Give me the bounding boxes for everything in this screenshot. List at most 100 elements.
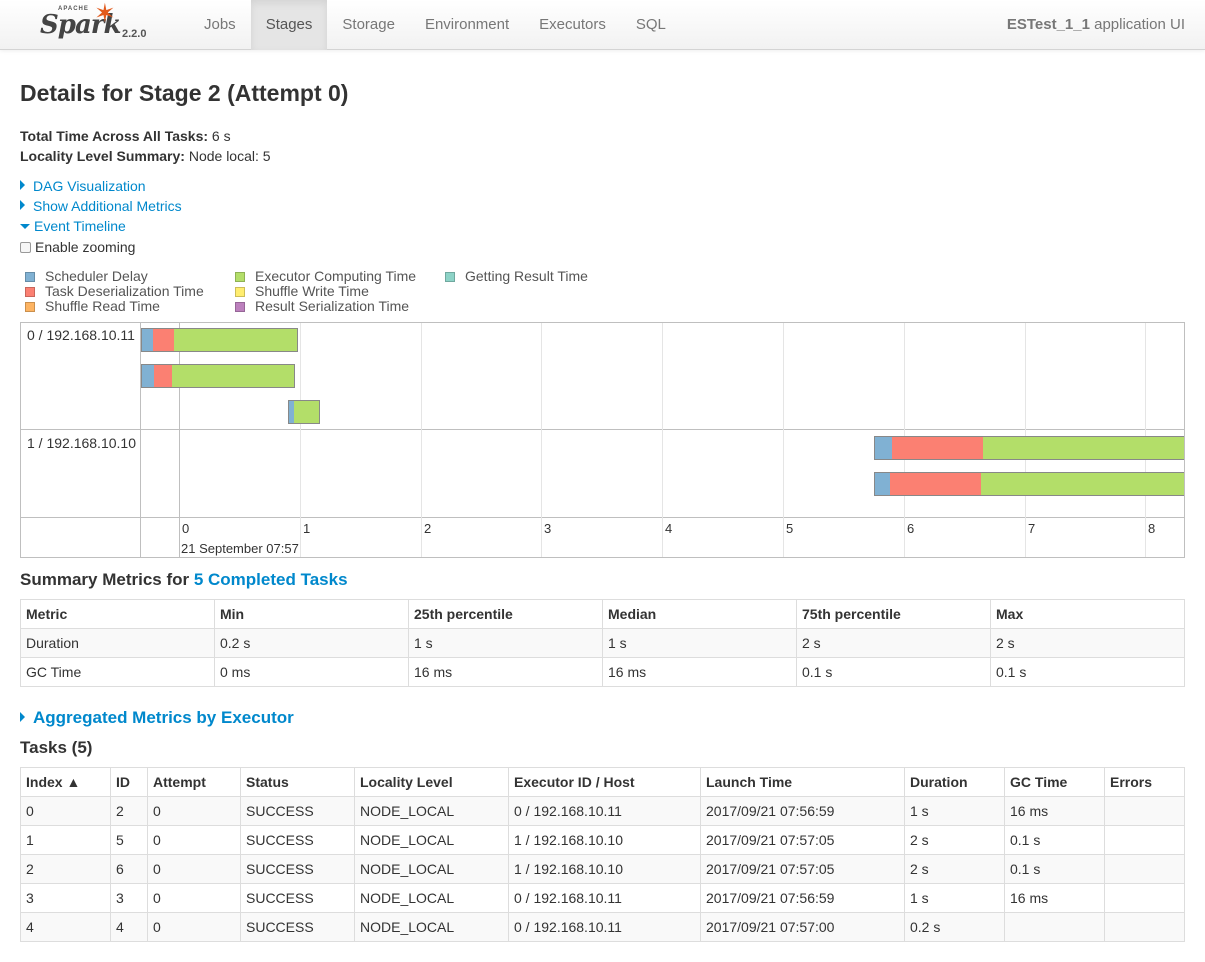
table-cell: 2 xyxy=(20,854,111,884)
summary-metrics-heading: Summary Metrics for 5 Completed Tasks xyxy=(20,570,348,590)
task-bar[interactable] xyxy=(141,328,298,352)
main-nav: Jobs Stages Storage Environment Executor… xyxy=(189,0,681,50)
triangle-down-icon xyxy=(20,224,30,229)
table-cell: NODE_LOCAL xyxy=(354,854,509,884)
timeline-gridline xyxy=(662,323,663,557)
event-timeline-toggle[interactable]: Event Timeline xyxy=(20,218,126,234)
tab-storage[interactable]: Storage xyxy=(342,16,395,33)
column-header-executor-host[interactable]: Executor ID / Host xyxy=(508,767,701,797)
table-cell: 0 ms xyxy=(214,657,409,687)
table-cell: 2 s xyxy=(904,825,1005,855)
table-row: 1 5 0 SUCCESS NODE_LOCAL 1 / 192.168.10.10 201… xyxy=(20,825,1185,855)
table-header-row: Metric Min 25th percentile Median 75th p… xyxy=(20,599,1185,629)
table-cell: 2 xyxy=(110,796,148,826)
table-cell xyxy=(1004,912,1105,942)
column-header-duration[interactable]: Duration xyxy=(904,767,1005,797)
executor-computing-segment xyxy=(174,329,297,351)
table-cell: 2017/09/21 07:56:59 xyxy=(700,796,905,826)
legend-swatch xyxy=(235,272,245,282)
column-header: 75th percentile xyxy=(796,599,991,629)
column-header-errors[interactable]: Errors xyxy=(1104,767,1185,797)
executor-computing-segment xyxy=(172,365,294,387)
task-bar[interactable] xyxy=(141,364,295,388)
table-cell: 1 s xyxy=(904,883,1005,913)
column-header-index[interactable]: Index ▲ xyxy=(20,767,111,797)
table-cell: Duration xyxy=(20,628,215,658)
timeline-axis-tick: 7 xyxy=(1028,521,1036,536)
timeline-group-executor-0: 0 / 192.168.10.11 xyxy=(27,327,135,343)
timeline-axis-tick: 3 xyxy=(544,521,552,536)
column-header-attempt[interactable]: Attempt xyxy=(147,767,241,797)
brand-apache: APACHE xyxy=(58,6,89,12)
locality-summary-line: Locality Level Summary: Node local: 5 xyxy=(20,148,271,164)
task-bar[interactable] xyxy=(288,400,320,424)
table-cell: 16 ms xyxy=(602,657,797,687)
table-cell: 0 / 192.168.10.11 xyxy=(508,796,701,826)
column-header-launch-time[interactable]: Launch Time xyxy=(700,767,905,797)
tab-jobs[interactable]: Jobs xyxy=(204,16,236,33)
tab-sql[interactable]: SQL xyxy=(635,16,666,33)
legend-swatch xyxy=(235,287,245,297)
column-header-gc-time[interactable]: GC Time xyxy=(1004,767,1105,797)
table-cell: 0.1 s xyxy=(1004,825,1105,855)
completed-tasks-link[interactable]: 5 Completed Tasks xyxy=(193,570,348,589)
summary-metrics-table: Metric Min 25th percentile Median 75th p… xyxy=(20,599,1185,687)
column-header-locality[interactable]: Locality Level xyxy=(354,767,509,797)
tasks-heading: Tasks (5) xyxy=(20,738,93,757)
app-title: ESTest_1_1 application UI xyxy=(1007,0,1185,50)
legend-swatch xyxy=(445,272,455,282)
dag-visualization-toggle[interactable]: DAG Visualization xyxy=(20,178,146,194)
task-bar[interactable] xyxy=(874,436,1184,460)
table-cell: NODE_LOCAL xyxy=(354,883,509,913)
triangle-right-icon xyxy=(20,712,25,722)
column-header: 25th percentile xyxy=(408,599,603,629)
table-cell: 3 xyxy=(110,883,148,913)
table-header-row: Index ▲ ID Attempt Status Locality Level… xyxy=(20,767,1185,797)
legend-label: Result Serialization Time xyxy=(255,298,410,314)
table-row: 0 2 0 SUCCESS NODE_LOCAL 0 / 192.168.10.11 201… xyxy=(20,796,1185,826)
column-header-status[interactable]: Status xyxy=(240,767,355,797)
executor-computing-segment xyxy=(981,473,1184,495)
additional-metrics-toggle[interactable]: Show Additional Metrics xyxy=(20,198,182,214)
table-cell: SUCCESS xyxy=(240,912,355,942)
column-header-id[interactable]: ID xyxy=(110,767,148,797)
triangle-right-icon xyxy=(20,180,25,190)
locality-label: Locality Level Summary: xyxy=(20,148,185,164)
deserialization-segment xyxy=(153,329,174,351)
enable-zooming-checkbox[interactable]: Enable zooming xyxy=(20,239,135,255)
timeline-axis-tick: 0 xyxy=(182,521,190,536)
table-cell: 2017/09/21 07:57:00 xyxy=(700,912,905,942)
table-cell: 6 xyxy=(110,854,148,884)
triangle-right-icon xyxy=(20,200,25,210)
timeline-axis-tick: 1 xyxy=(303,521,311,536)
table-cell: SUCCESS xyxy=(240,796,355,826)
timeline-gridline xyxy=(300,323,301,557)
table-cell: 1 / 192.168.10.10 xyxy=(508,825,701,855)
table-cell: 2 s xyxy=(904,854,1005,884)
table-cell: 1 s xyxy=(408,628,603,658)
event-timeline[interactable]: 0 / 192.168.10.11 1 / 192.168.10.10 xyxy=(20,322,1185,558)
table-cell: 16 ms xyxy=(408,657,603,687)
legend-swatch xyxy=(25,302,35,312)
table-cell: 2 s xyxy=(990,628,1185,658)
total-time-line: Total Time Across All Tasks: 6 s xyxy=(20,128,231,144)
task-bar[interactable] xyxy=(874,472,1184,496)
spark-star-icon: ✶ xyxy=(94,0,116,28)
total-time-label: Total Time Across All Tasks: xyxy=(20,128,209,144)
spark-logo[interactable]: APACHE Spark ✶ 2.2.0 xyxy=(40,0,160,46)
tab-environment[interactable]: Environment xyxy=(424,16,510,33)
tab-stages[interactable]: Stages xyxy=(250,0,328,50)
dag-visualization-label: DAG Visualization xyxy=(33,178,146,194)
tab-executors[interactable]: Executors xyxy=(539,16,606,33)
legend-label: Shuffle Read Time xyxy=(45,298,160,314)
table-cell: 0.1 s xyxy=(990,657,1185,687)
timeline-gridline xyxy=(541,323,542,557)
total-time-value: 6 s xyxy=(208,128,231,144)
column-header: Min xyxy=(214,599,409,629)
checkbox-icon[interactable] xyxy=(20,242,31,253)
timeline-gridline xyxy=(783,323,784,557)
legend-label: Shuffle Write Time xyxy=(255,283,369,299)
aggregated-metrics-toggle[interactable]: Aggregated Metrics by Executor xyxy=(20,708,294,728)
table-cell: 0 xyxy=(20,796,111,826)
